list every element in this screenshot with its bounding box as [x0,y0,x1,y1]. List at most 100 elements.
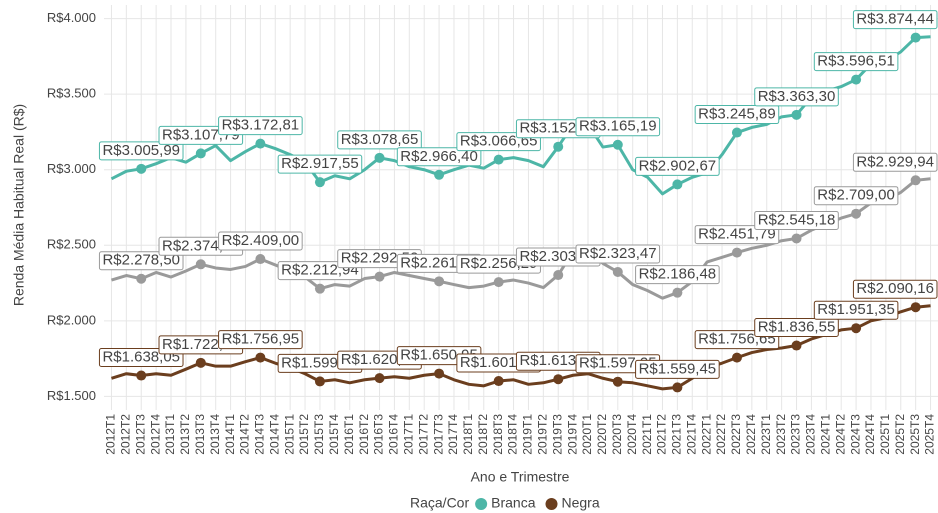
label-box [754,87,839,107]
data-point [314,177,325,188]
x-tick-label: 2015T1 [282,414,296,455]
data-label: R$3.172,81 [222,117,300,134]
data-point [553,374,564,385]
x-tick-label: 2014T1 [223,414,237,455]
y-axis-title: Renda Média Habitual Real (R$) [11,104,27,306]
data-point [910,32,921,43]
x-tick-label: 2021T1 [640,414,654,455]
x-tick-label: 2025T2 [893,414,907,455]
x-tick-label: 2014T4 [267,414,281,455]
data-label: R$2.186,48 [639,266,717,283]
x-tick-label: 2022T1 [699,414,713,455]
data-label: R$2.966,40 [400,148,478,165]
data-label: R$1.951,35 [817,301,895,318]
data-label: R$3.005,99 [102,142,180,159]
data-point [851,74,862,85]
x-tick-label: 2014T2 [238,414,252,455]
data-point [255,352,266,363]
x-tick-label: 2020T2 [595,414,609,455]
x-tick-label: 2015T3 [312,414,326,455]
data-label: R$2.709,00 [817,187,895,204]
label-box [754,210,839,230]
data-label: R$3.363,30 [758,88,836,105]
data-point [731,352,742,363]
data-point [314,376,325,387]
data-point [136,163,147,174]
legend-label: Branca [491,495,536,511]
label-box [813,52,899,72]
y-tick-label: R$2.000 [47,312,96,327]
label-box [852,152,938,172]
data-point [374,152,385,163]
x-tick-label: 2024T1 [818,414,832,455]
x-tick-label: 2017T1 [401,414,415,455]
data-label: R$2.278,50 [102,252,180,269]
data-point [672,287,683,298]
data-point [255,254,266,265]
data-label: R$3.596,51 [817,53,895,70]
x-tick-label: 2024T3 [848,414,862,455]
data-point [672,179,683,190]
data-label: R$2.409,00 [222,232,300,249]
data-point [374,271,385,282]
labels: R$3.005,99R$3.107,79R$3.172,81R$2.917,55… [98,10,938,379]
x-tick-label: 2012T1 [104,414,118,455]
x-tick-label: 2021T3 [670,414,684,455]
label-box [575,117,661,137]
x-tick-label: 2020T3 [610,414,624,455]
data-point [612,266,623,277]
x-tick-label: 2022T2 [714,414,728,455]
label-box [575,244,661,264]
x-tick-label: 2013T1 [163,414,177,455]
y-tick-label: R$1.500 [47,388,96,403]
label-box [635,359,720,379]
x-tick-label: 2013T3 [193,414,207,455]
label-box [852,279,938,299]
x-axis-title: Ano e Trimestre [471,469,570,485]
label-box [694,225,780,245]
data-point [255,138,266,149]
data-label: R$2.545,18 [758,211,836,228]
x-tick-label: 2017T3 [431,414,445,455]
x-tick-label: 2019T3 [550,414,564,455]
data-label: R$2.090,16 [856,280,934,297]
data-point [374,373,385,384]
data-label: R$3.874,44 [856,11,934,28]
x-tick-label: 2012T3 [133,414,147,455]
data-point [434,169,445,180]
data-point [910,175,921,186]
series-line [110,35,931,196]
data-label: R$2.917,55 [281,155,359,172]
label-box [337,130,422,150]
legend-swatch [475,498,488,510]
data-label: R$1.756,95 [222,331,300,348]
data-label: R$2.902,67 [639,157,717,174]
data-point [493,154,504,165]
label-box [694,105,780,125]
data-point [612,376,623,387]
label-box [754,318,839,338]
label-box [218,231,303,251]
label-box [218,330,303,350]
data-point [791,109,802,120]
x-tick-label: 2023T2 [774,414,788,455]
label-box [813,186,899,206]
x-tick-label: 2018T3 [491,414,505,455]
x-tick-label: 2016T4 [387,414,401,455]
label-box [98,251,184,271]
data-label: R$3.245,89 [698,106,776,123]
x-tick-label: 2014T3 [253,414,267,455]
x-tick-label: 2025T1 [878,414,892,455]
y-tick-label: R$3.000 [47,161,96,176]
x-tick-label: 2015T2 [297,414,311,455]
label-box [635,156,720,176]
data-point [553,270,564,281]
x-tick-label: 2020T1 [580,414,594,455]
x-tick-label: 2025T3 [908,414,922,455]
label-box [218,116,303,136]
legend-label: Negra [562,495,600,511]
x-tick-label: 2016T3 [372,414,386,455]
data-point [851,208,862,219]
x-tick-label: 2016T1 [342,414,356,455]
